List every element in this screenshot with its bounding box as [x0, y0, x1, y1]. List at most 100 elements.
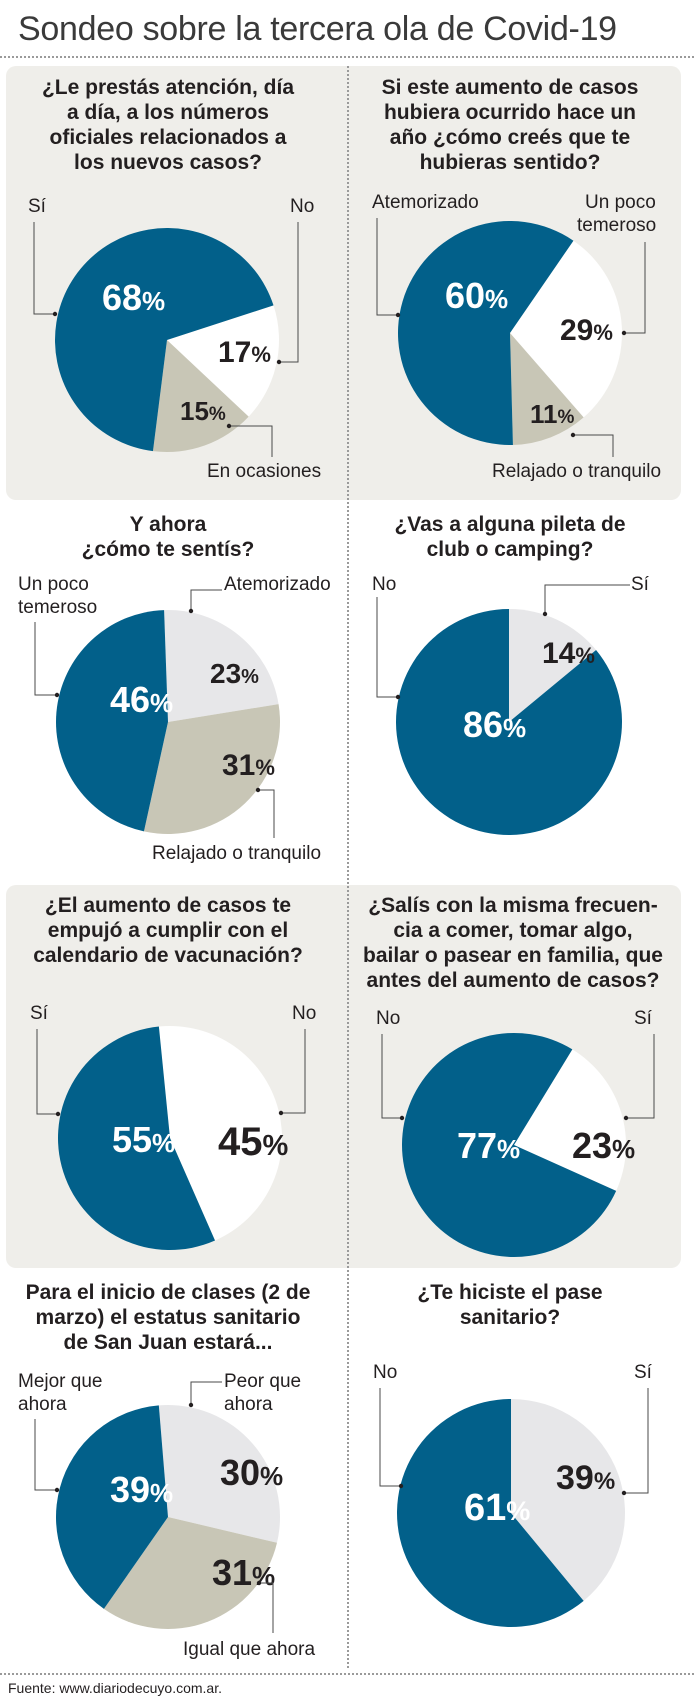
callout-leader-line: [544, 584, 630, 614]
question-line: ¿El aumento de casos te: [44, 894, 292, 917]
source-note: Fuente: www.diariodecuyo.com.ar.: [8, 1680, 222, 1696]
pie-chart-1: 17% 15% 68%: [55, 228, 280, 452]
question-line: año ¿cómo creés que te: [389, 126, 631, 149]
question-7: Para el inicio de clases (2 de marzo) el …: [18, 1280, 318, 1355]
callout-leader-line: [624, 1388, 649, 1494]
callout-dot: [276, 359, 282, 365]
slice-value-label: 23%: [210, 658, 259, 689]
slice-value-label: 68%: [102, 277, 165, 318]
title-divider: [0, 56, 694, 58]
question-line: Si este aumento de casos: [381, 76, 639, 99]
pie-slice: [103, 1517, 277, 1630]
page-title: Sondeo sobre la tercera ola de Covid-19: [18, 10, 617, 48]
slice-value-label: 14%: [542, 637, 595, 670]
pie-slice: [509, 609, 597, 722]
callout-dot: [623, 1115, 629, 1121]
question-line: hubiera ocurrido hace un: [383, 101, 637, 124]
callout-leader-line: [36, 1029, 58, 1115]
question-6: ¿Salís con la misma frecuen-cia a comer,…: [348, 893, 678, 993]
callout-dot: [52, 311, 58, 317]
callout-leader-line: [229, 425, 273, 457]
slice-value-label: 60%: [445, 275, 508, 316]
pie-slice: [158, 1026, 282, 1241]
label-igual-que-ahora: Igual que ahora: [183, 1639, 316, 1660]
callout-leader-line: [379, 1388, 401, 1487]
callout-leader-line: [190, 589, 222, 611]
slice-value-label: 30%: [220, 1452, 283, 1493]
callout-dot: [398, 1483, 404, 1489]
label-no: No: [376, 1008, 401, 1029]
pie-chart-4: 14% 86%: [396, 609, 622, 835]
pie-chart-2: 29% 11% 60%: [398, 221, 622, 445]
label-no: No: [373, 1362, 398, 1383]
callout-dot: [395, 694, 401, 700]
slice-value-label: 29%: [560, 314, 613, 347]
callout-dot: [54, 1487, 60, 1493]
label-si: Sí: [30, 1003, 48, 1024]
label-un-poco-temeroso-line2: temeroso: [18, 597, 98, 618]
callout-leader-line: [190, 1381, 222, 1405]
label-no: No: [372, 574, 397, 595]
slice-value-label: 11%: [530, 399, 575, 429]
question-line: hubieras sentido?: [419, 151, 601, 174]
label-relajado: Relajado o tranquilo: [492, 461, 662, 482]
callout-dot: [621, 330, 627, 336]
pie-slice: [55, 1405, 168, 1609]
callout-leader-line: [376, 218, 398, 316]
callout-dot: [395, 312, 401, 318]
slice-value-label: 61%: [464, 1487, 530, 1529]
slice-value-label: 31%: [222, 749, 275, 782]
pie-slice: [55, 228, 274, 452]
pie-slice: [514, 1049, 626, 1191]
question-line: Para el inicio de clases (2 de: [25, 1281, 311, 1304]
callout-leader-line: [376, 597, 398, 698]
callout-dot: [399, 1115, 405, 1121]
question-line: ¿Le prestás atención, día: [41, 76, 295, 99]
question-line: bailar o pasear en familia, que: [363, 944, 663, 967]
pie-slice: [510, 333, 584, 445]
label-en-ocasiones: En ocasiones: [207, 461, 322, 482]
question-line: cia a comer, tomar algo,: [393, 919, 633, 942]
pie-slice: [57, 1026, 216, 1251]
slice-value-label: 46%: [110, 679, 173, 720]
callout-leader-line: [34, 622, 57, 696]
callout-dot: [621, 1490, 627, 1496]
pie-slice: [143, 704, 280, 834]
label-peor-que-ahora-line2: ahora: [224, 1394, 273, 1415]
question-3: Y ahora ¿cómo te sentís?: [18, 512, 318, 562]
label-no: No: [290, 196, 315, 217]
question-2: Si este aumento de casos hubiera ocurrido…: [360, 75, 660, 175]
question-line: empujó a cumplir con el: [47, 919, 289, 942]
label-peor-que-ahora-line1: Peor que: [224, 1371, 302, 1392]
pie-slice: [164, 610, 279, 722]
question-line: club o camping?: [426, 538, 594, 561]
callout-leader-line: [258, 789, 275, 838]
slice-value-label: 39%: [556, 1459, 615, 1497]
label-un-poco-temeroso-line1: Un poco: [18, 574, 89, 595]
question-line: Y ahora: [129, 513, 207, 536]
pie-slice: [397, 1399, 584, 1627]
callout-leader-line: [626, 1034, 655, 1119]
slice-value-label: 17%: [218, 336, 271, 369]
callout-dot: [255, 787, 261, 793]
question-line: ¿Vas a alguna pileta de: [394, 513, 626, 536]
pie-slice: [396, 609, 622, 835]
callout-dot: [256, 1580, 262, 1586]
label-mejor-que-ahora-line2: ahora: [18, 1394, 67, 1415]
question-line: calendario de vacunación?: [33, 944, 303, 967]
question-line: ¿Te hiciste el pase: [417, 1281, 603, 1304]
callout-dot: [226, 423, 232, 429]
question-8: ¿Te hiciste el pase sanitario?: [360, 1280, 660, 1330]
callout-dot: [55, 1111, 61, 1117]
question-5: ¿El aumento de casos te empujó a cumplir …: [18, 893, 318, 968]
question-4: ¿Vas a alguna pileta de club o camping?: [360, 512, 660, 562]
question-line: antes del aumento de casos?: [366, 969, 660, 992]
question-line: marzo) el estatus sanitario: [35, 1306, 301, 1329]
slice-value-label: 77%: [457, 1125, 520, 1166]
label-un-poco-temeroso-line2: temeroso: [577, 215, 657, 236]
question-line: a día, a los números: [67, 101, 269, 124]
question-line: oficiales relacionados a: [49, 126, 287, 149]
pie-slice: [158, 1405, 280, 1543]
question-line: de San Juan estará...: [63, 1331, 273, 1354]
